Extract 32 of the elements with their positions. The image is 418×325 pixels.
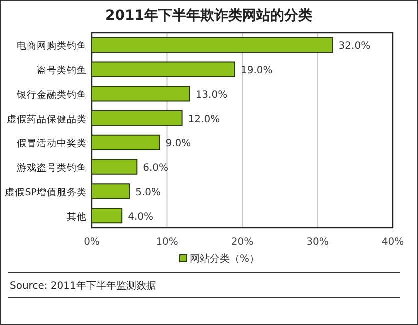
bar xyxy=(92,134,160,150)
data-label: 12.0% xyxy=(188,114,220,126)
source-note: Source: 2011年下半年监测数据 xyxy=(10,280,156,292)
x-tick-label: 0% xyxy=(84,237,100,248)
y-tick-label: 假冒活动中奖类 xyxy=(17,138,87,150)
y-tick-label: 其他 xyxy=(67,210,87,223)
data-label: 4.0% xyxy=(128,212,154,223)
y-tick-label: 虚假SP增值服务类 xyxy=(5,186,87,198)
data-label: 19.0% xyxy=(240,66,273,77)
bar xyxy=(92,37,334,53)
data-label: 32.0% xyxy=(338,41,371,52)
y-tick-label: 电商网购类钓鱼 xyxy=(17,40,87,52)
bar xyxy=(92,159,138,175)
bar xyxy=(92,62,236,78)
y-tick-label: 银行金融类钓鱼 xyxy=(16,88,87,101)
data-label: 6.0% xyxy=(143,163,169,174)
y-tick-label: 盗号类钓鱼 xyxy=(37,64,87,77)
data-label: 13.0% xyxy=(196,90,228,101)
x-tick-label: 10% xyxy=(156,237,178,248)
bar xyxy=(92,110,183,126)
y-tick-label: 游戏盗号类钓鱼 xyxy=(17,162,87,174)
x-tick-label: 40% xyxy=(382,237,404,248)
bar xyxy=(92,86,190,102)
data-label: 9.0% xyxy=(166,138,192,150)
data-label: 5.0% xyxy=(136,187,162,198)
legend-label: 网站分类（%） xyxy=(190,253,260,265)
x-tick-label: 30% xyxy=(306,237,329,248)
bar xyxy=(92,208,123,224)
chart-title: 2011年下半年欺诈类网站的分类 xyxy=(106,8,312,24)
y-tick-label: 虚假药品保健品类 xyxy=(7,113,87,126)
bar xyxy=(92,184,130,200)
x-tick-label: 20% xyxy=(231,237,254,248)
